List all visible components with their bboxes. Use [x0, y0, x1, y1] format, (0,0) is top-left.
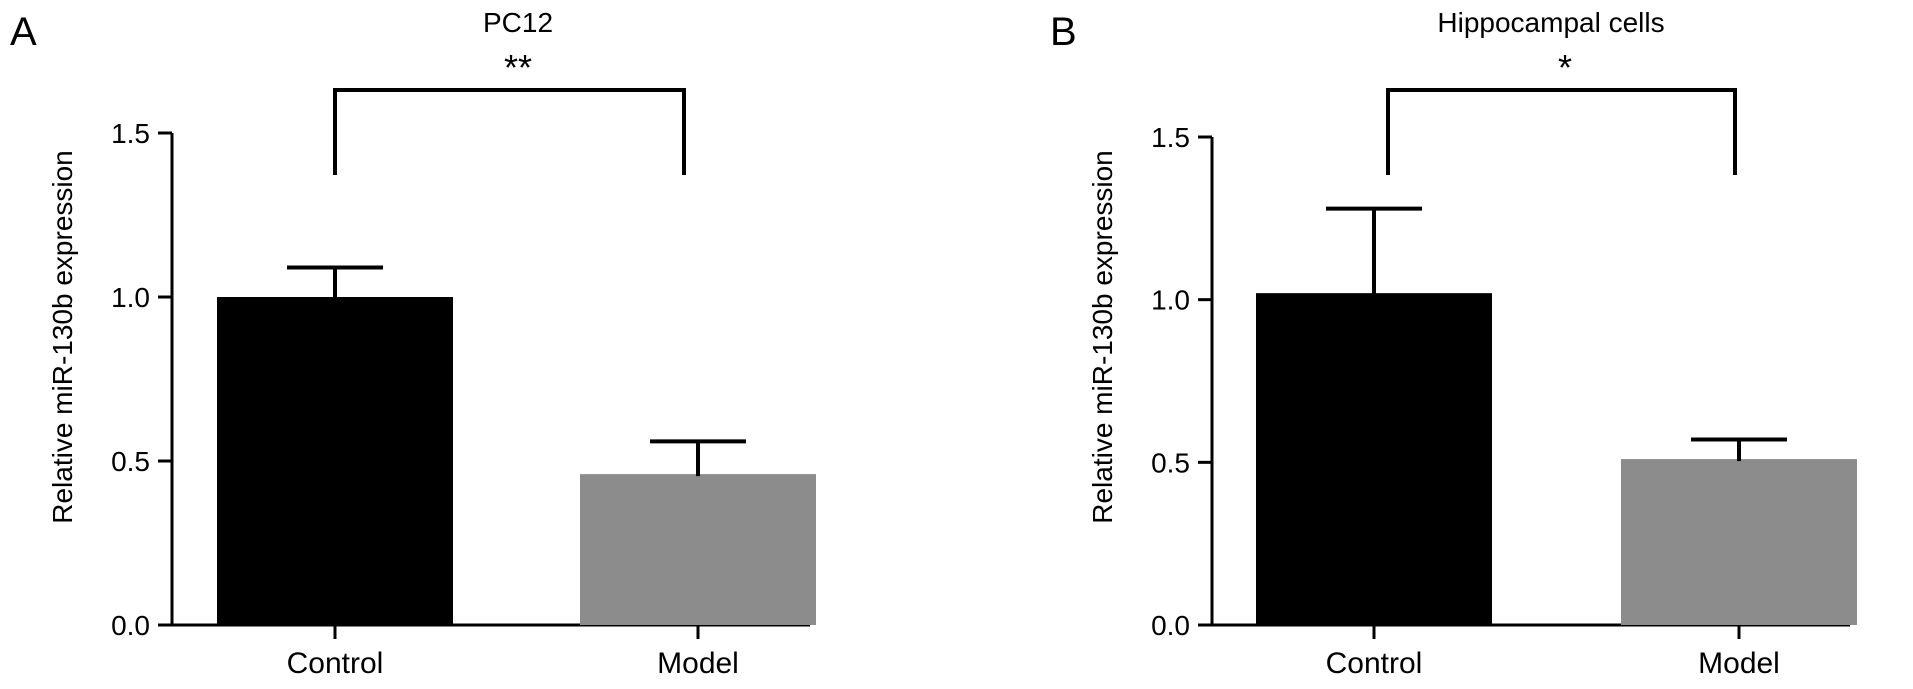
y-tick-label-b: 1.0: [1151, 285, 1190, 316]
chart-title-b: Hippocampal cells: [1437, 7, 1664, 38]
y-axis-label-a: Relative miR-130b expression: [47, 150, 78, 524]
y-tick-label-a: 0.0: [111, 610, 150, 641]
bar-model-b: [1621, 459, 1857, 625]
panel-b: B Hippocampal cells Relative miR-130b ex…: [1050, 7, 1857, 680]
y-tick-label-a: 1.5: [111, 118, 150, 149]
panel-letter-a: A: [10, 10, 37, 54]
x-tick-label-control-a: Control: [287, 647, 384, 680]
significance-marker-b: *: [1558, 47, 1572, 88]
significance-bracket-b: [1386, 88, 1737, 175]
y-axis-label-b: Relative miR-130b expression: [1087, 150, 1118, 524]
y-tick-label-a: 0.5: [111, 446, 150, 477]
bar-control-b: [1256, 293, 1492, 625]
chart-title-a: PC12: [483, 7, 553, 38]
panel-a: A PC12 Relative miR-130b expression 0.0 0…: [10, 7, 816, 680]
bar-model-a: [580, 474, 816, 625]
y-tick-label-b: 0.5: [1151, 447, 1190, 478]
x-tick-label-control-b: Control: [1326, 647, 1423, 680]
significance-bracket-a: [333, 88, 686, 175]
y-tick-label-b: 1.5: [1151, 122, 1190, 153]
x-tick-label-model-b: Model: [1698, 647, 1780, 680]
x-tick-label-model-a: Model: [657, 647, 739, 680]
bar-control-a: [217, 297, 453, 625]
panel-letter-b: B: [1050, 10, 1077, 54]
y-tick-label-b: 0.0: [1151, 610, 1190, 641]
y-tick-label-a: 1.0: [111, 282, 150, 313]
significance-marker-a: **: [504, 47, 532, 88]
